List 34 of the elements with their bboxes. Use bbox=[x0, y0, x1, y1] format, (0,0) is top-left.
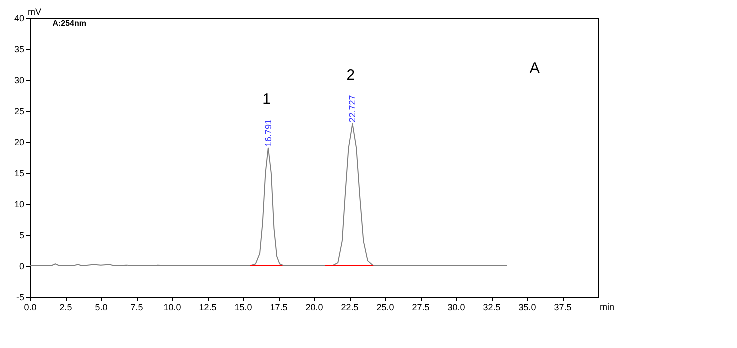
annotation: 1 bbox=[262, 90, 272, 108]
annotation: 22.727 bbox=[348, 95, 358, 123]
y-tick-label: -5 bbox=[16, 292, 24, 302]
y-tick-label: 30 bbox=[14, 76, 24, 86]
x-tick-label: 2.5 bbox=[60, 302, 72, 312]
x-tick-label: 27.5 bbox=[412, 302, 430, 312]
x-tick-label: 17.5 bbox=[270, 302, 288, 312]
x-tick-label: 15.0 bbox=[234, 302, 252, 312]
y-tick-label: 35 bbox=[14, 44, 24, 54]
x-tick-label: 5.0 bbox=[95, 302, 108, 312]
y-tick-label: 10 bbox=[14, 200, 24, 210]
x-tick-label: 30.0 bbox=[448, 302, 466, 312]
annotation: 2 bbox=[346, 67, 356, 84]
x-tick-label: 25.0 bbox=[376, 302, 394, 312]
annotation: 16.791 bbox=[263, 119, 274, 147]
y-tick-label: 15 bbox=[14, 168, 24, 178]
x-tick-label: 7.5 bbox=[130, 302, 144, 312]
y-tick-label: 25 bbox=[14, 106, 24, 116]
y-tick-label: 5 bbox=[19, 230, 24, 240]
x-tick-label: 37.5 bbox=[554, 302, 572, 312]
y-tick-label: 40 bbox=[14, 14, 24, 24]
x-tick-label: 12.5 bbox=[199, 302, 217, 312]
x-tick-label: 0.0 bbox=[24, 302, 37, 312]
y-tick-label: 20 bbox=[14, 138, 24, 148]
annotation: A bbox=[530, 60, 540, 78]
y-tick-label: 0 bbox=[19, 262, 24, 272]
x-tick-label: 10.0 bbox=[164, 302, 182, 312]
x-tick-label: 22.5 bbox=[341, 302, 359, 312]
x-tick-label: 35.0 bbox=[518, 302, 536, 312]
annotation: A:254nm bbox=[52, 19, 87, 28]
x-tick-label: 32.5 bbox=[483, 302, 501, 312]
x-axis-title: min bbox=[600, 302, 615, 312]
x-tick-label: 20.0 bbox=[306, 302, 324, 312]
y-axis-title: mV bbox=[28, 7, 42, 17]
